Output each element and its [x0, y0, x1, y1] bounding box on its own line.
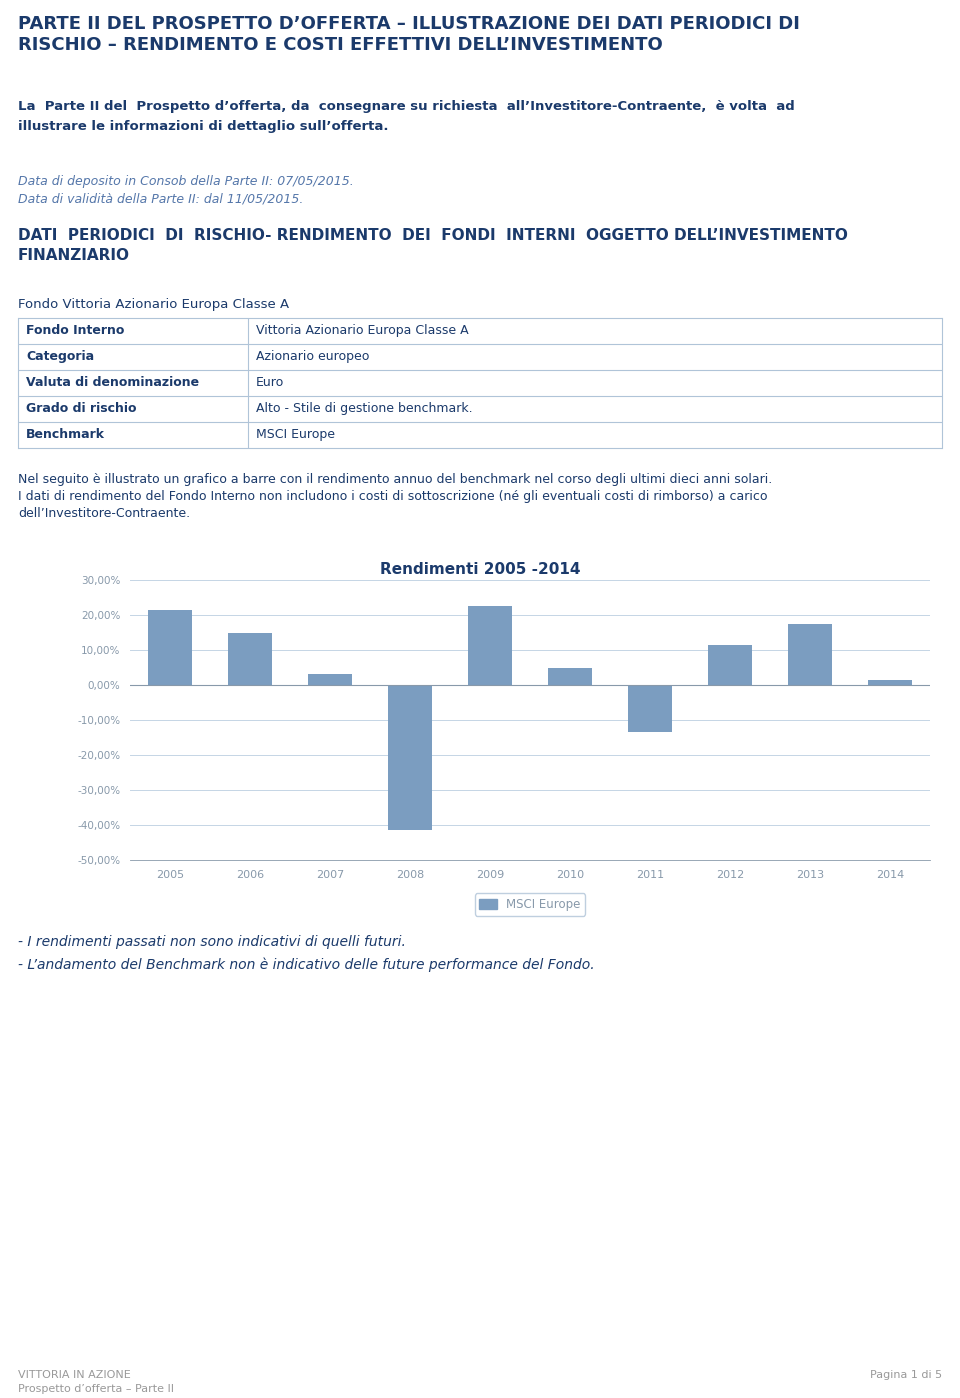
Text: Rendimenti 2005 -2014: Rendimenti 2005 -2014: [380, 562, 580, 577]
Bar: [548, 667, 592, 685]
Bar: [868, 679, 912, 685]
Text: Nel seguito è illustrato un grafico a barre con il rendimento annuo del benchmar: Nel seguito è illustrato un grafico a ba…: [18, 473, 772, 487]
Text: Euro: Euro: [256, 376, 284, 389]
Text: Categoria: Categoria: [26, 350, 94, 363]
Text: Prospetto d’offerta – Parte II: Prospetto d’offerta – Parte II: [18, 1384, 174, 1394]
Text: VITTORIA IN AZIONE: VITTORIA IN AZIONE: [18, 1370, 131, 1380]
Text: Benchmark: Benchmark: [26, 428, 105, 440]
Text: MSCI Europe: MSCI Europe: [256, 428, 335, 440]
Text: Fondo Vittoria Azionario Europa Classe A: Fondo Vittoria Azionario Europa Classe A: [18, 298, 289, 310]
Bar: [628, 685, 672, 733]
Text: DATI  PERIODICI  DI  RISCHIO- RENDIMENTO  DEI  FONDI  INTERNI  OGGETTO DELL’INVE: DATI PERIODICI DI RISCHIO- RENDIMENTO DE…: [18, 228, 848, 243]
Text: Data di validità della Parte II: dal 11/05/2015.: Data di validità della Parte II: dal 11/…: [18, 193, 303, 206]
Bar: [468, 607, 512, 685]
Bar: [228, 633, 272, 685]
Text: Valuta di denominazione: Valuta di denominazione: [26, 376, 199, 389]
Text: La  Parte II del  Prospetto d’offerta, da  consegnare su richiesta  all’Investit: La Parte II del Prospetto d’offerta, da …: [18, 101, 795, 113]
Text: dell’Investitore-Contraente.: dell’Investitore-Contraente.: [18, 507, 190, 520]
Bar: [148, 610, 192, 685]
Text: illustrare le informazioni di dettaglio sull’offerta.: illustrare le informazioni di dettaglio …: [18, 120, 389, 133]
Text: Alto - Stile di gestione benchmark.: Alto - Stile di gestione benchmark.: [256, 403, 472, 415]
Text: Grado di rischio: Grado di rischio: [26, 403, 136, 415]
Bar: [708, 644, 752, 685]
Text: Azionario europeo: Azionario europeo: [256, 350, 370, 363]
Text: Pagina 1 di 5: Pagina 1 di 5: [870, 1370, 942, 1380]
Text: FINANZIARIO: FINANZIARIO: [18, 247, 130, 263]
Text: - I rendimenti passati non sono indicativi di quelli futuri.: - I rendimenti passati non sono indicati…: [18, 935, 406, 949]
Text: PARTE II DEL PROSPETTO D’OFFERTA – ILLUSTRAZIONE DEI DATI PERIODICI DI: PARTE II DEL PROSPETTO D’OFFERTA – ILLUS…: [18, 15, 800, 34]
Text: - L’andamento del Benchmark non è indicativo delle future performance del Fondo.: - L’andamento del Benchmark non è indica…: [18, 958, 594, 972]
Text: I dati di rendimento del Fondo Interno non includono i costi di sottoscrizione (: I dati di rendimento del Fondo Interno n…: [18, 491, 767, 503]
Bar: [788, 624, 832, 685]
Text: Vittoria Azionario Europa Classe A: Vittoria Azionario Europa Classe A: [256, 324, 468, 337]
Bar: [388, 685, 432, 830]
Bar: [308, 674, 352, 685]
Text: Fondo Interno: Fondo Interno: [26, 324, 125, 337]
Text: RISCHIO – RENDIMENTO E COSTI EFFETTIVI DELL’INVESTIMENTO: RISCHIO – RENDIMENTO E COSTI EFFETTIVI D…: [18, 36, 662, 55]
Text: Data di deposito in Consob della Parte II: 07/05/2015.: Data di deposito in Consob della Parte I…: [18, 175, 353, 187]
Legend: MSCI Europe: MSCI Europe: [474, 893, 586, 916]
